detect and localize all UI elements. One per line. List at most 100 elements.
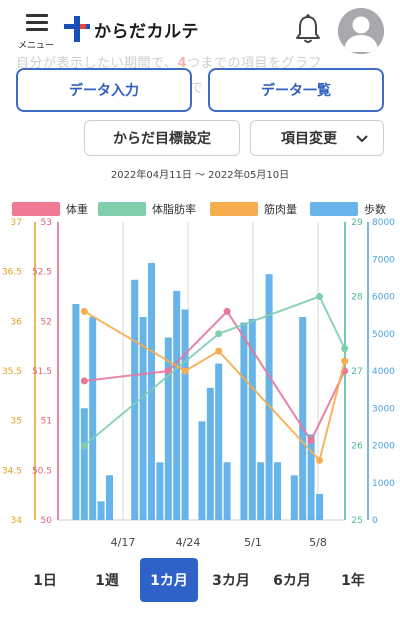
- steps-bar: [248, 318, 256, 520]
- muscle-tick-label: 34: [11, 516, 23, 526]
- steps-bar: [131, 279, 139, 520]
- weight-tick-label: 51.5: [32, 367, 52, 377]
- series-point: [215, 330, 223, 338]
- weight-tick-label: 52.5: [32, 268, 52, 278]
- notification-button[interactable]: [292, 12, 324, 46]
- period-selector: 1日 1週 1カ月 3カ月 6カ月 1年: [0, 558, 400, 602]
- series-point: [80, 377, 88, 385]
- health-chart: 34 34.5 35 35.5 36 36.5 37 50 50.5 51 51.5 52 52.5 53…: [2, 218, 395, 549]
- period-3-months[interactable]: 3カ月: [212, 573, 250, 589]
- hamburger-icon: [26, 14, 48, 17]
- weight-tick-label: 51: [41, 417, 52, 427]
- muscle-tick-label: 36: [11, 317, 23, 327]
- steps-bar: [223, 462, 231, 520]
- series-point: [341, 357, 349, 365]
- steps-bar: [299, 316, 307, 520]
- legend-swatch: [12, 202, 60, 216]
- series-point: [316, 456, 323, 464]
- muscle-tick-label: 37: [11, 218, 22, 228]
- steps-bar: [198, 421, 206, 520]
- steps-bar: [206, 387, 214, 520]
- muscle-tick-label: 34.5: [2, 466, 22, 476]
- x-tick-label: 5/1: [244, 536, 262, 549]
- period-6-months[interactable]: 6カ月: [273, 573, 311, 589]
- steps-bar: [257, 462, 265, 520]
- legend-swatch: [210, 202, 258, 216]
- steps-bar: [148, 262, 155, 520]
- menu-button[interactable]: メニュー: [14, 10, 58, 51]
- period-1-week[interactable]: 1週: [95, 573, 119, 589]
- weight-tick-label: 50: [41, 516, 53, 526]
- steps-bar: [97, 501, 105, 520]
- muscle-tick-label: 35: [11, 417, 22, 427]
- steps-bar: [139, 316, 147, 520]
- legend-steps[interactable]: 歩数: [310, 200, 386, 218]
- series-point: [215, 347, 223, 355]
- period-1-day[interactable]: 1日: [33, 573, 57, 589]
- background-hint-text: 自分が表示したい期間で、4つまでの項目をグラフ: [16, 56, 323, 71]
- steps-bar: [274, 462, 281, 520]
- x-tick-label: 4/17: [111, 536, 136, 549]
- logo-cross-icon: [64, 16, 90, 42]
- user-avatar-button[interactable]: [338, 8, 384, 54]
- data-list-button[interactable]: データ一覧: [208, 68, 384, 112]
- series-point: [223, 307, 231, 315]
- steps-bar: [240, 322, 248, 520]
- steps-tick-label: 2000: [372, 442, 395, 452]
- x-tick-label: 5/8: [309, 536, 327, 549]
- weight-tick-label: 52: [41, 317, 52, 327]
- legend-swatch: [98, 202, 146, 216]
- steps-tick-label: 7000: [372, 255, 395, 265]
- steps-tick-label: 0: [372, 516, 378, 526]
- body-fat-tick-label: 29: [351, 218, 363, 228]
- steps-bar: [80, 408, 88, 520]
- steps-tick-label: 8000: [372, 218, 395, 228]
- steps-bar: [316, 493, 323, 520]
- steps-bar: [72, 303, 80, 520]
- muscle-tick-label: 35.5: [2, 367, 22, 377]
- body-fat-tick-label: 26: [351, 442, 363, 452]
- x-tick-label: 4/24: [176, 536, 201, 549]
- data-entry-button[interactable]: データ入力: [16, 68, 192, 112]
- period-1-year[interactable]: 1年: [341, 573, 365, 589]
- steps-tick-label: 5000: [372, 330, 395, 340]
- legend-body-fat[interactable]: 体脂肪率: [98, 200, 196, 218]
- menu-label: メニュー: [17, 41, 54, 51]
- app-name: からだカルテ: [94, 21, 199, 42]
- steps-bar: [181, 309, 189, 520]
- steps-bar: [89, 316, 97, 520]
- steps-bar: [290, 475, 298, 520]
- steps-bar: [265, 274, 273, 520]
- series-line: [83, 295, 346, 447]
- steps-bar: [215, 363, 223, 520]
- legend-weight[interactable]: 体重: [12, 200, 88, 218]
- series-point: [307, 437, 315, 445]
- body-fat-tick-label: 25: [351, 516, 362, 526]
- app-logo: からだカルテ: [64, 16, 199, 42]
- series-point: [80, 442, 88, 449]
- bell-icon: [296, 14, 320, 43]
- steps-bar: [106, 475, 113, 520]
- steps-tick-label: 6000: [372, 293, 395, 303]
- steps-bar: [164, 337, 172, 520]
- chevron-down-icon: [356, 135, 368, 143]
- series-point: [164, 367, 172, 375]
- chart-legend: 体重 体脂肪率 筋肉量 歩数: [10, 200, 390, 218]
- steps-bar: [173, 290, 181, 520]
- date-range-label: 2022年04月11日 ～ 2022年05月10日: [110, 170, 290, 181]
- weight-tick-label: 53: [41, 218, 52, 228]
- steps-bar: [307, 434, 315, 520]
- period-1-month[interactable]: 1カ月: [140, 558, 198, 602]
- app-header: メニュー からだカルテ: [0, 0, 400, 58]
- body-fat-tick-label: 28: [351, 293, 363, 303]
- series-point: [341, 345, 349, 353]
- item-change-label: 項目変更: [281, 131, 337, 147]
- user-avatar-icon: [338, 8, 384, 54]
- legend-muscle[interactable]: 筋肉量: [210, 200, 297, 218]
- item-change-select[interactable]: 項目変更: [250, 120, 384, 156]
- muscle-tick-label: 36.5: [2, 268, 22, 278]
- series-point: [316, 293, 323, 300]
- goal-settings-button[interactable]: からだ目標設定: [84, 120, 240, 156]
- series-point: [80, 307, 88, 315]
- background-hint-text-2: で: [190, 81, 204, 96]
